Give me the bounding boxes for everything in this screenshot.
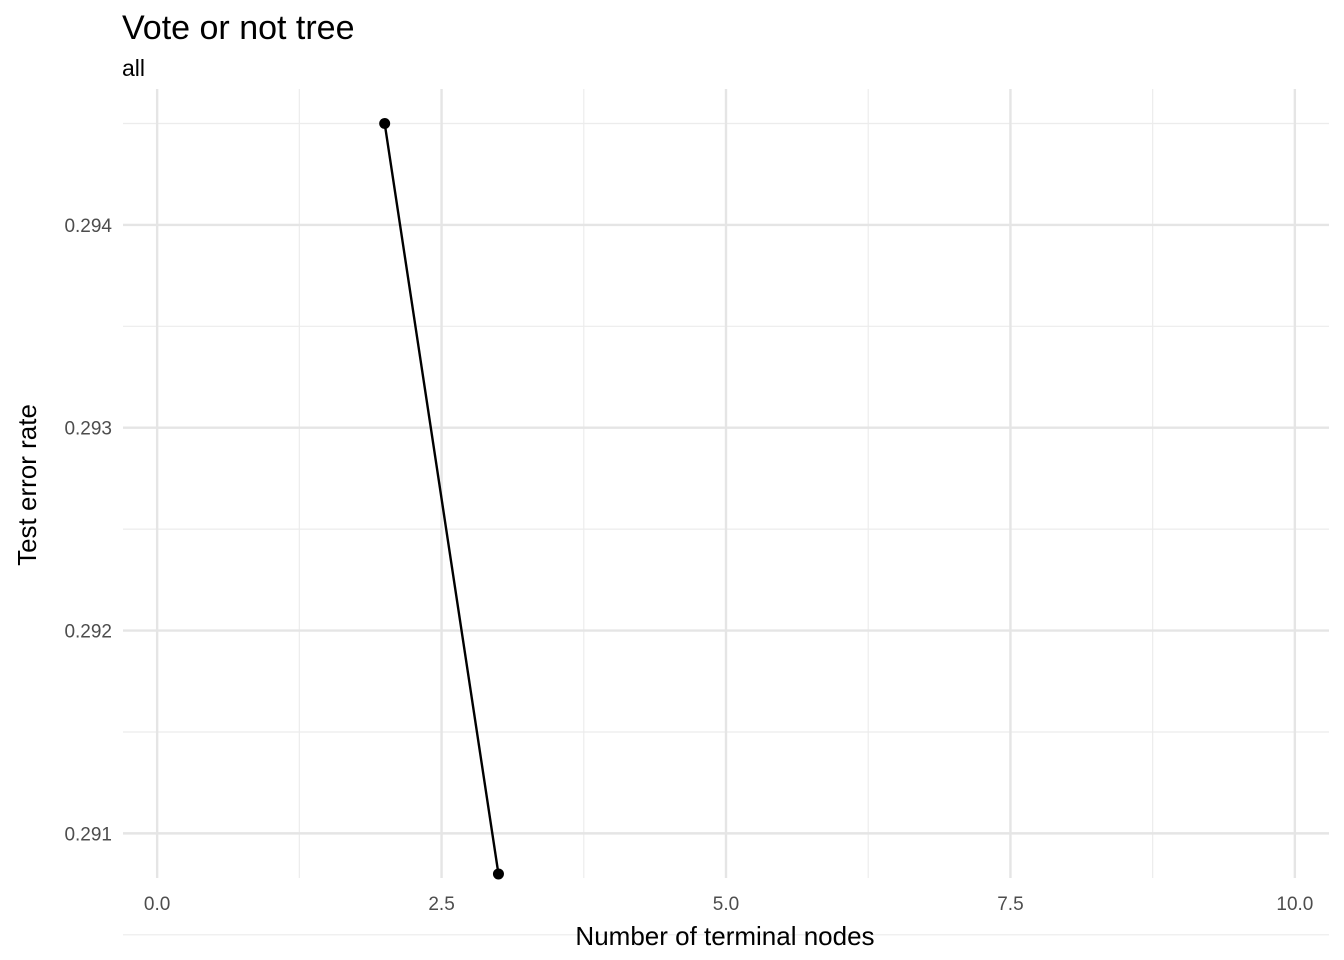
y-tick-label: 0.291 (64, 824, 112, 845)
x-tick-label: 7.5 (997, 894, 1023, 915)
y-tick-label: 0.294 (64, 216, 112, 237)
x-axis-tick-labels: 0.0 2.5 5.0 7.5 10.0 (144, 894, 1313, 915)
chart-title: Vote or not tree (122, 9, 355, 47)
data-point (379, 117, 391, 129)
x-tick-label: 10.0 (1276, 894, 1313, 915)
series-line-0 (383, 123, 500, 875)
plot-panel (123, 89, 1329, 936)
x-tick-label: 0.0 (144, 894, 170, 915)
chart-subtitle: all (122, 55, 145, 81)
series-layer (379, 117, 504, 880)
y-tick-label: 0.293 (64, 419, 112, 440)
major-gridlines (123, 89, 1329, 878)
y-axis-title: Test error rate (12, 404, 42, 566)
data-point (492, 868, 504, 880)
x-tick-label: 5.0 (713, 894, 739, 915)
x-axis-title: Number of terminal nodes (575, 921, 874, 951)
y-axis-tick-labels: 0.291 0.292 0.293 0.294 (64, 216, 112, 845)
y-tick-label: 0.292 (64, 622, 112, 643)
x-tick-label: 2.5 (428, 894, 454, 915)
